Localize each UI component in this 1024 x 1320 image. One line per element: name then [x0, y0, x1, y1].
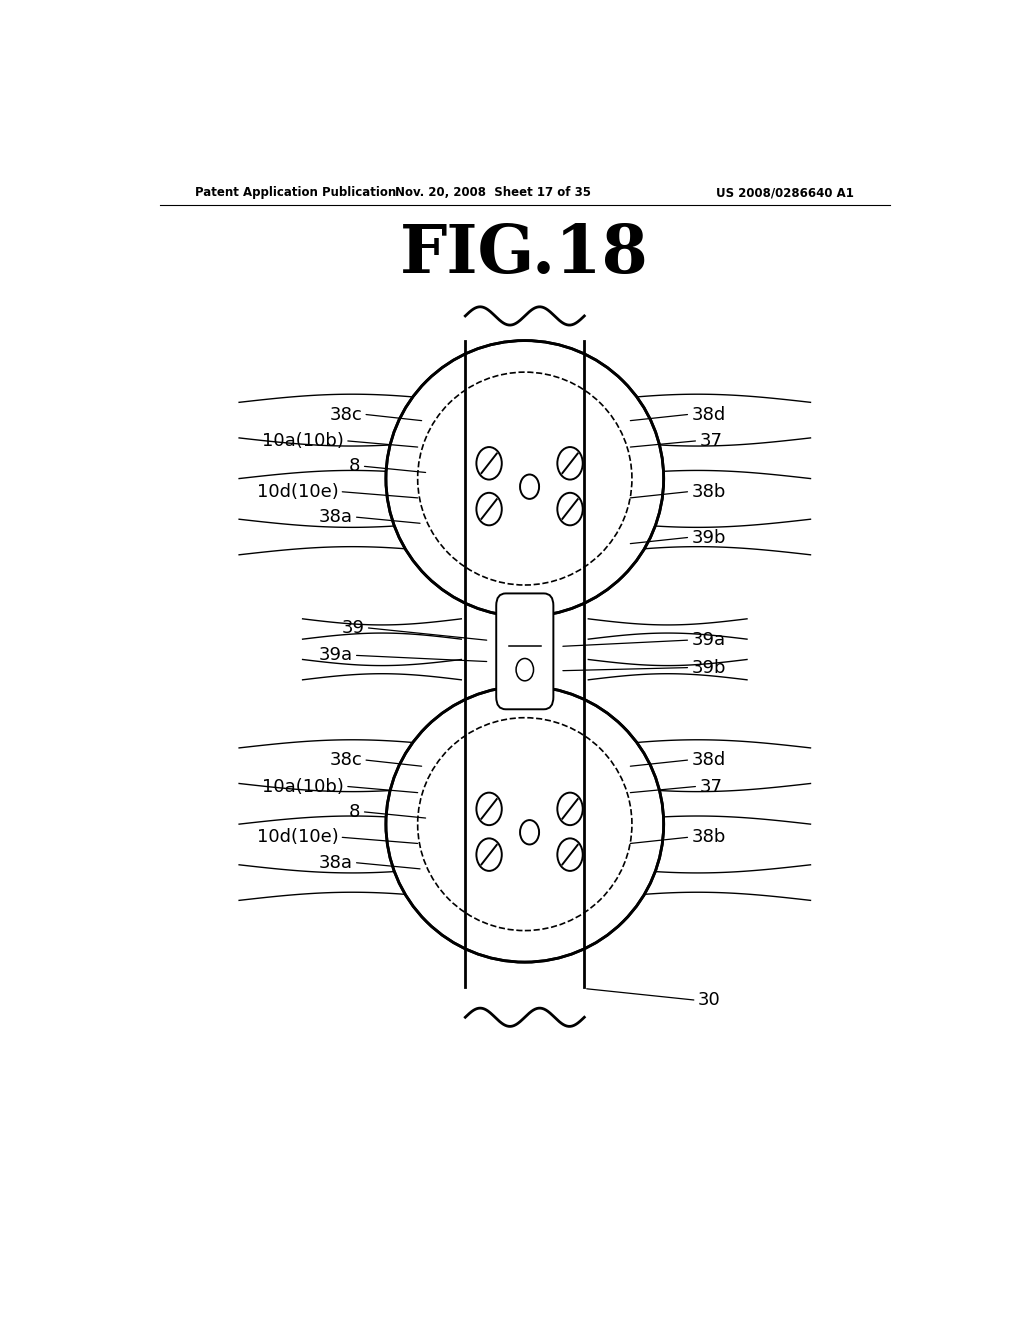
Text: 30: 30 [697, 991, 721, 1008]
Ellipse shape [386, 341, 664, 616]
Text: 8: 8 [349, 457, 360, 475]
Text: 38a: 38a [318, 854, 352, 871]
Text: 39a: 39a [318, 647, 352, 664]
Text: 10a(10b): 10a(10b) [262, 777, 344, 796]
Text: FIG.18: FIG.18 [400, 223, 649, 288]
Text: US 2008/0286640 A1: US 2008/0286640 A1 [716, 186, 854, 199]
Text: 38b: 38b [691, 483, 726, 500]
Ellipse shape [386, 686, 664, 962]
Text: 37: 37 [699, 777, 722, 796]
FancyBboxPatch shape [497, 594, 553, 709]
Text: 38c: 38c [330, 751, 362, 770]
Text: 39a: 39a [691, 631, 726, 649]
Text: 10a(10b): 10a(10b) [262, 432, 344, 450]
Text: 38b: 38b [691, 829, 726, 846]
Text: 10d(10e): 10d(10e) [257, 483, 338, 500]
Text: 8: 8 [349, 803, 360, 821]
Text: 38a: 38a [318, 508, 352, 527]
Text: Nov. 20, 2008  Sheet 17 of 35: Nov. 20, 2008 Sheet 17 of 35 [395, 186, 591, 199]
Text: 37: 37 [699, 432, 722, 450]
Text: Patent Application Publication: Patent Application Publication [196, 186, 396, 199]
Text: 39b: 39b [691, 528, 726, 546]
Text: 10d(10e): 10d(10e) [257, 829, 338, 846]
Text: 38c: 38c [330, 405, 362, 424]
Text: 39b: 39b [691, 659, 726, 677]
Text: 38d: 38d [691, 405, 726, 424]
Text: 39: 39 [341, 619, 365, 638]
Text: 38d: 38d [691, 751, 726, 770]
